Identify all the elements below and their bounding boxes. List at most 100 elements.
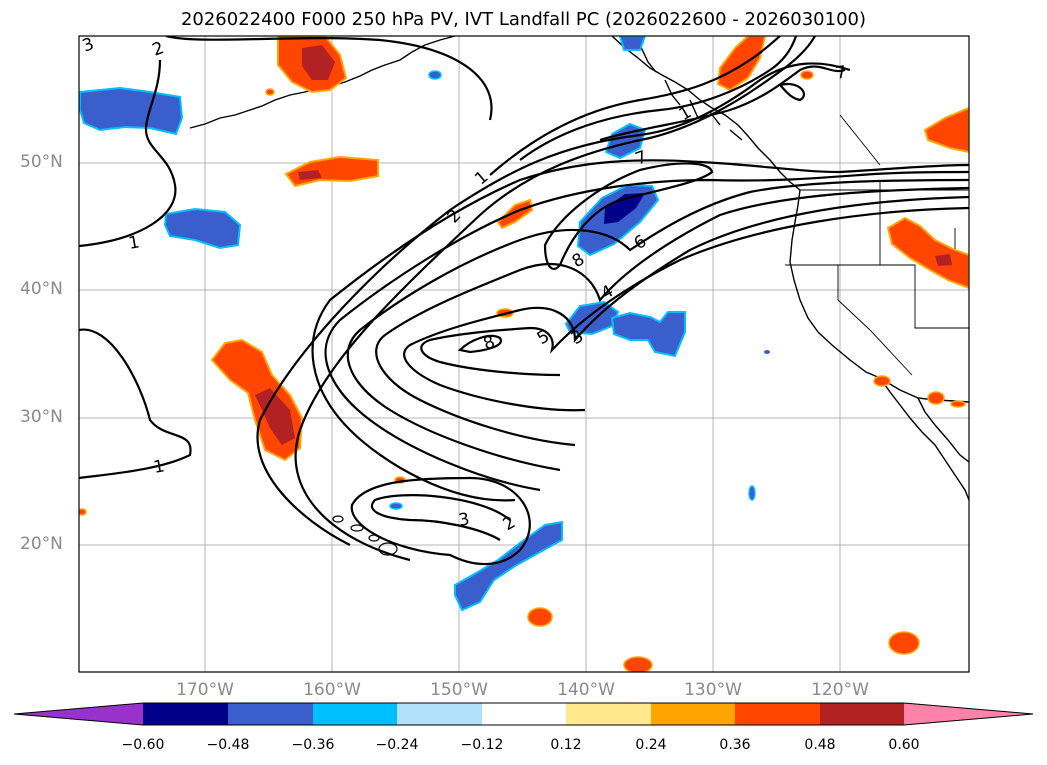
island-hawaii — [378, 542, 398, 556]
colorbar-tick-label: 0.24 — [635, 737, 667, 753]
baja-california — [879, 377, 969, 501]
us-west-coast — [789, 189, 969, 403]
colorbar-tick-label: 0.12 — [550, 737, 582, 753]
coastline-north-america — [785, 114, 969, 501]
colorbar-segment — [566, 703, 651, 725]
pv-neg-blob-south — [454, 520, 563, 612]
contour-label: 3 — [457, 509, 471, 531]
pv-neg-dot-2 — [748, 485, 756, 501]
colorbar-segment — [482, 703, 566, 725]
colorbar-segment — [735, 703, 820, 725]
pv-pos-dot-8 — [800, 70, 814, 80]
colorbar-segment — [397, 703, 482, 725]
colorbar — [13, 702, 1034, 726]
ivt-contour-2 — [294, 36, 816, 562]
ivt-contour-jet-c — [324, 170, 969, 492]
alaska-panhandle — [611, 36, 801, 191]
ivt-contour-jet-d — [346, 178, 969, 472]
colorbar-extend-low — [14, 703, 143, 725]
pv-neg-blob-nw — [79, 86, 184, 136]
lat-label-30n: 30°N — [20, 407, 63, 427]
lat-label-20n: 20°N — [20, 534, 63, 554]
colorbar-segment — [228, 703, 313, 725]
lon-label-160w: 160°W — [303, 680, 361, 700]
aleutian-islands — [189, 51, 413, 129]
ivt-contour-1 — [256, 62, 851, 546]
lon-label-150w: 150°W — [430, 680, 488, 700]
pv-neg-core-jet — [604, 193, 645, 224]
ivt-contour-outer-1 — [79, 36, 493, 480]
pv-pos-dot-3 — [623, 656, 653, 672]
pv-pos-blob-jet — [496, 198, 534, 230]
contour-label: 3 — [80, 34, 97, 56]
ivt-contour-jet-a — [370, 494, 511, 541]
island-oahu — [350, 524, 364, 532]
pv-neg-blob-north2 — [618, 36, 647, 51]
colorbar-segment — [651, 703, 735, 725]
pv-pos-dot-11 — [265, 88, 275, 96]
colorbar-outline — [13, 702, 1034, 726]
pv-pos-dot-6 — [927, 391, 945, 405]
pv-pos-dot-7 — [950, 400, 966, 408]
coastline-alaska — [189, 36, 801, 191]
ivt-contours — [79, 36, 969, 566]
colorbar-tick-label: 0.60 — [888, 737, 920, 753]
pv-pos-blob-northeast — [716, 36, 767, 92]
lat-label-50n: 50°N — [20, 152, 63, 172]
pv-pos-core-north — [302, 45, 335, 80]
colorbar-segment — [313, 703, 397, 725]
pv-pos-core-nw — [298, 170, 322, 180]
state-border-4 — [839, 114, 881, 166]
pv-neg-blob-east — [610, 311, 686, 358]
pv-pos-dot-10 — [79, 508, 87, 516]
gulf-california — [917, 397, 969, 463]
pv-neg-dot-4 — [764, 350, 770, 354]
colorbar-tick-label: 0.48 — [804, 737, 836, 753]
ivt-contour-jet-g — [420, 206, 969, 377]
ivt-contour-8-inner — [457, 334, 503, 354]
pv-pos-core-east — [935, 254, 952, 266]
ivt-contour-upper-2 — [519, 36, 798, 161]
pv-neg-dot-3 — [389, 502, 403, 510]
map-background — [79, 36, 969, 672]
pv-pos-dot-2 — [527, 607, 553, 627]
colorbar-tick-label: −0.48 — [206, 737, 250, 753]
pv-pos-dot-4 — [888, 631, 920, 655]
ivt-contour-upper-3 — [599, 65, 846, 142]
colorbar-tick-label: 0.36 — [719, 737, 751, 753]
alaska-coast — [411, 36, 456, 53]
pv-pos-core-west — [255, 388, 295, 445]
colorbar-tick-label: −0.12 — [460, 737, 504, 753]
contour-label: 7 — [834, 62, 848, 84]
ivt-contour-jet-e — [375, 186, 969, 447]
ivt-contour-7 — [777, 82, 805, 102]
ivt-contour-3 — [350, 476, 531, 566]
colorbar-segment — [820, 703, 904, 725]
pv-pos-dot-5 — [873, 375, 891, 387]
ivt-contour-jet-f — [403, 195, 969, 412]
colorbar-tick-label: −0.60 — [121, 737, 165, 753]
pv-pos-blob-east — [886, 216, 969, 290]
state-border-1 — [785, 264, 969, 329]
map-frame — [78, 35, 970, 673]
bc-islands — [639, 44, 743, 141]
pv-pos-blob-east-edge — [923, 106, 969, 154]
ivt-contour-upper-1 — [489, 36, 781, 176]
pv-neg-dot-1 — [428, 70, 442, 80]
lon-label-140w: 140°W — [557, 680, 615, 700]
lon-label-170w: 170°W — [176, 680, 234, 700]
colorbar-tick-label: −0.24 — [375, 737, 419, 753]
contour-label: 1 — [127, 232, 141, 254]
island-kauai — [332, 515, 344, 523]
pv-positive-anomalies — [79, 36, 969, 672]
colorbar-extend-high — [904, 703, 1033, 725]
colorbar-tick-label: −0.36 — [291, 737, 335, 753]
lat-label-40n: 40°N — [20, 279, 63, 299]
pv-negative-anomalies — [79, 36, 770, 612]
state-border-2 — [837, 265, 913, 376]
lon-label-120w: 120°W — [811, 680, 869, 700]
figure-title: 2026022400 F000 250 hPa PV, IVT Landfall… — [180, 9, 867, 30]
ivt-contour-jet-north — [543, 162, 714, 270]
colorbar-segment — [143, 703, 228, 725]
